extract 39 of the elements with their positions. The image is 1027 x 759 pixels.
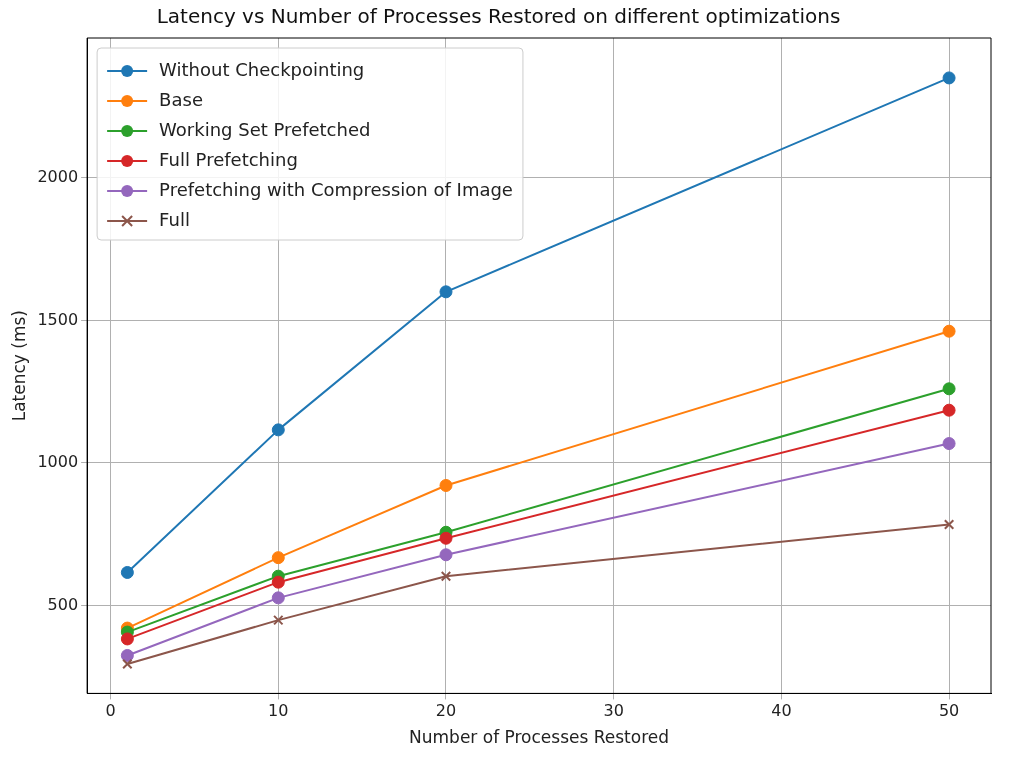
y-axis-title: Latency (ms): [8, 310, 29, 422]
x-tick-label: 10: [268, 701, 289, 721]
point: [271, 591, 285, 605]
point: [271, 575, 285, 589]
legend-label: Full: [159, 208, 190, 230]
point: [942, 403, 956, 417]
legend-label: Prefetching with Compression of Image: [159, 178, 513, 200]
point: [942, 437, 956, 451]
x-tick-label: 50: [938, 701, 960, 721]
point: [271, 423, 285, 437]
y-tick-label: 2000: [37, 166, 79, 186]
point: [271, 551, 285, 565]
legend-label: Base: [159, 88, 203, 110]
point: [273, 614, 284, 626]
point: [439, 548, 453, 562]
point: [943, 519, 955, 530]
x-axis-title: Number of Processes Restored: [409, 727, 670, 748]
point: [942, 382, 956, 396]
x-tick-label: 30: [603, 701, 624, 721]
y-tick-label: 1500: [37, 309, 79, 329]
x-tick-label: 0: [105, 701, 116, 721]
point: [440, 570, 452, 582]
point: [439, 531, 453, 545]
legend-label: Without Checkpointing: [159, 58, 365, 80]
point: [439, 478, 453, 492]
x-tick-label: 40: [771, 701, 792, 721]
point: [439, 285, 453, 299]
legend-label: Working Set Prefetched: [159, 118, 371, 140]
y-tick-label: 500: [47, 594, 79, 614]
legend-label: Full Prefetching: [159, 148, 298, 170]
point: [122, 658, 133, 670]
y-tick-label: 1000: [37, 452, 79, 472]
x-tick-label: 20: [435, 701, 457, 721]
point: [120, 565, 134, 579]
point: [120, 648, 134, 662]
point: [942, 71, 956, 85]
chart-title: Latency vs Number of Processes Restored on different optimizations: [156, 4, 841, 29]
point: [120, 632, 134, 646]
point: [942, 324, 956, 338]
